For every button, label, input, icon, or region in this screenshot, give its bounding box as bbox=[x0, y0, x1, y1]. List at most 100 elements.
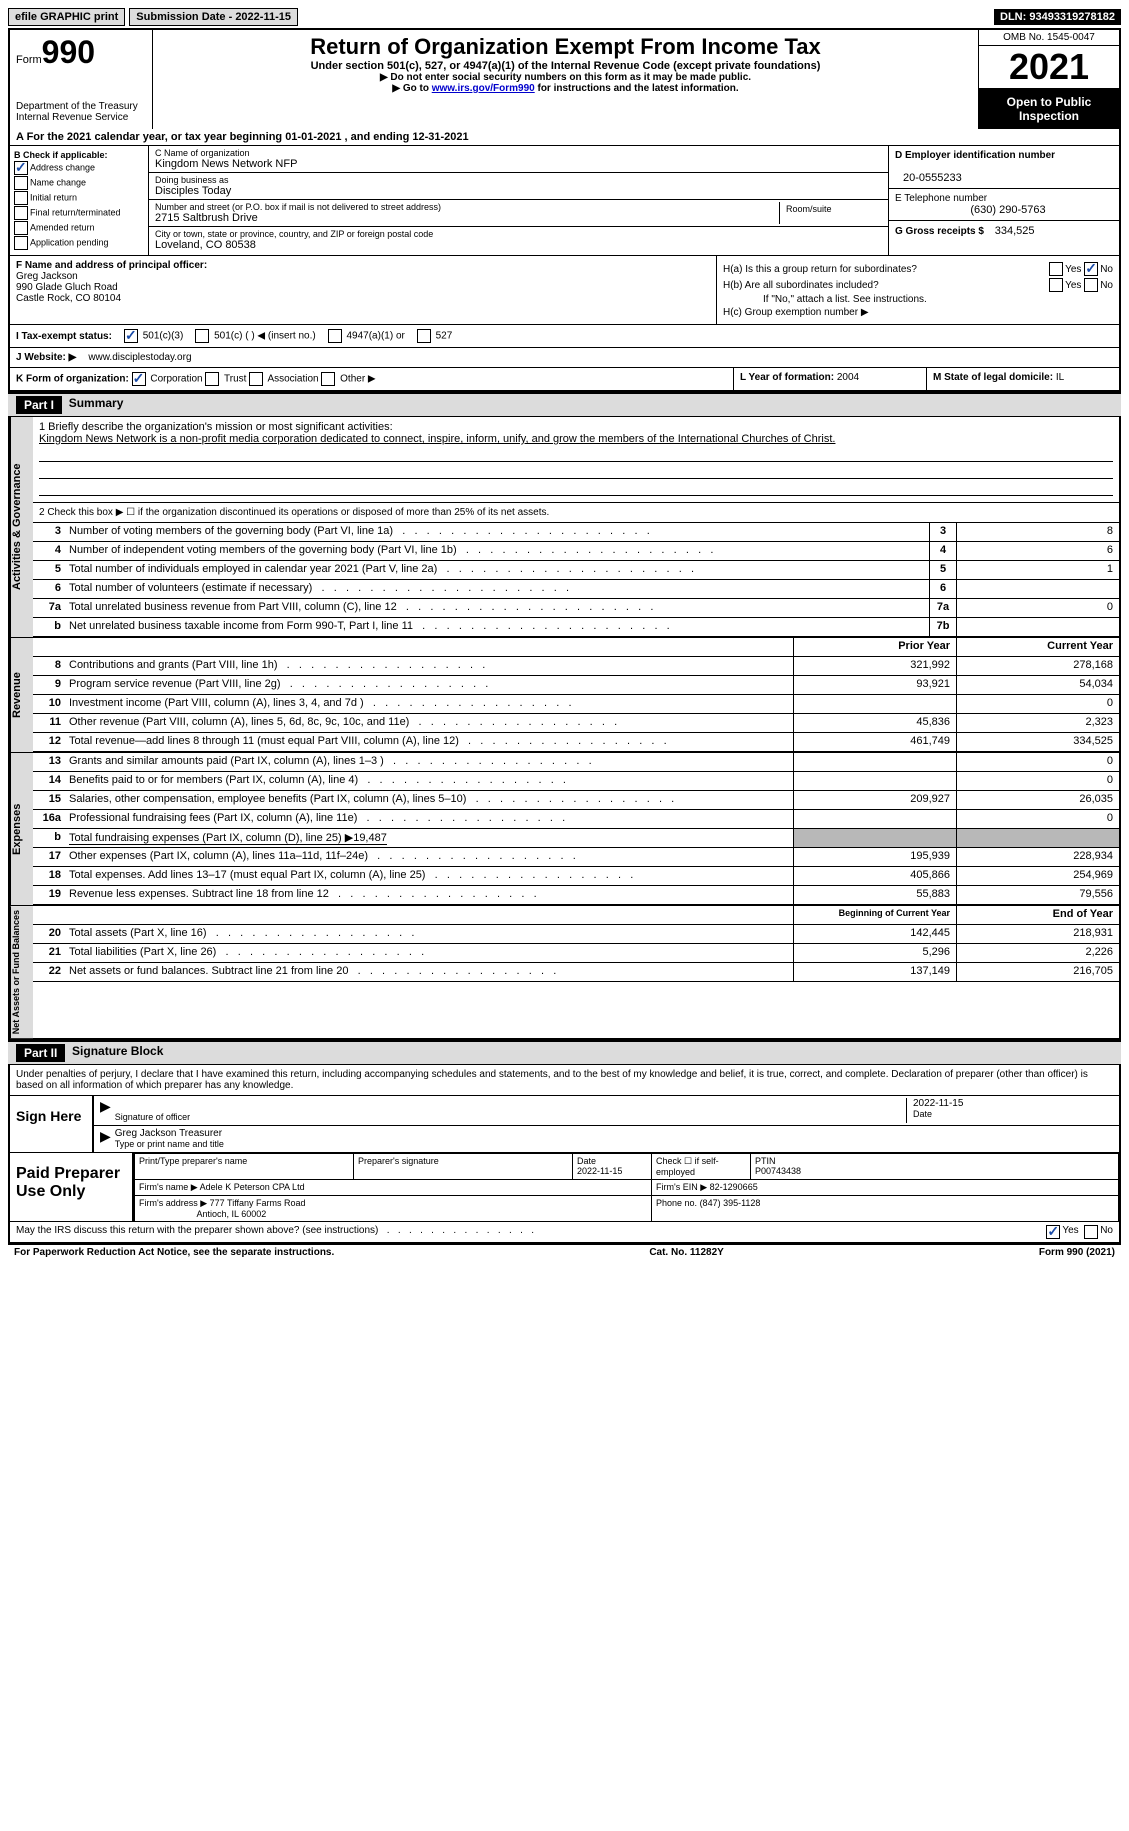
hb-note: If "No," attach a list. See instructions… bbox=[723, 294, 1113, 305]
box-b-header: B Check if applicable: bbox=[14, 150, 144, 160]
discuss-yes-chk[interactable] bbox=[1046, 1225, 1060, 1239]
part-1-badge: Part I bbox=[16, 396, 62, 414]
room-suite-label: Room/suite bbox=[780, 202, 882, 224]
side-label-rev: Revenue bbox=[10, 638, 33, 752]
chk-assoc[interactable] bbox=[249, 372, 263, 386]
dept-treasury: Department of the Treasury bbox=[16, 101, 146, 112]
col-prior-year: Prior Year bbox=[793, 638, 956, 656]
sig-date: 2022-11-15 bbox=[913, 1098, 1113, 1109]
hb-yes-chk[interactable] bbox=[1049, 278, 1063, 292]
year-box: OMB No. 1545-0047 2021 Open to Public In… bbox=[978, 30, 1119, 129]
chk-app-pending[interactable]: Application pending bbox=[14, 236, 144, 250]
section-revenue: Revenue Prior Year Current Year 8Contrib… bbox=[8, 638, 1121, 753]
col-end-year: End of Year bbox=[956, 906, 1119, 924]
sign-here-row: Sign Here ▶ Signature of officer 2022-11… bbox=[10, 1095, 1119, 1152]
side-label-gov: Activities & Governance bbox=[10, 417, 33, 637]
chk-527[interactable] bbox=[417, 329, 431, 343]
summary-line: 6Total number of volunteers (estimate if… bbox=[33, 580, 1119, 599]
city-value: Loveland, CO 80538 bbox=[155, 239, 256, 251]
summary-line: 12Total revenue—add lines 8 through 11 (… bbox=[33, 733, 1119, 752]
part-2-header: Part II Signature Block bbox=[8, 1040, 1121, 1065]
summary-line: 13Grants and similar amounts paid (Part … bbox=[33, 753, 1119, 772]
city-label: City or town, state or province, country… bbox=[155, 229, 433, 239]
discuss-no-chk[interactable] bbox=[1084, 1225, 1098, 1239]
ha-yes-chk[interactable] bbox=[1049, 262, 1063, 276]
section-activities-governance: Activities & Governance 1 Briefly descri… bbox=[8, 417, 1121, 638]
summary-line: 16aProfessional fundraising fees (Part I… bbox=[33, 810, 1119, 829]
box-j-website: J Website: ▶ www.disciplestoday.org bbox=[8, 348, 1121, 368]
chk-initial-return[interactable]: Initial return bbox=[14, 191, 144, 205]
summary-line: 20Total assets (Part X, line 16) . . . .… bbox=[33, 925, 1119, 944]
section-b-c-d: B Check if applicable: Address change Na… bbox=[8, 146, 1121, 256]
open-to-public: Open to Public Inspection bbox=[979, 89, 1119, 129]
summary-line: 17Other expenses (Part IX, column (A), l… bbox=[33, 848, 1119, 867]
chk-4947[interactable] bbox=[328, 329, 342, 343]
chk-address-change[interactable]: Address change bbox=[14, 161, 144, 175]
ptin-value: P00743438 bbox=[755, 1166, 801, 1176]
form-label: Form bbox=[16, 54, 42, 66]
mission-block: 1 Briefly describe the organization's mi… bbox=[33, 417, 1119, 503]
discuss-label: May the IRS discuss this return with the… bbox=[16, 1225, 1046, 1239]
col-current-year: Current Year bbox=[956, 638, 1119, 656]
box-i-tax-status: I Tax-exempt status: 501(c)(3) 501(c) ( … bbox=[8, 325, 1121, 348]
officer-printed: Greg Jackson Treasurer bbox=[115, 1128, 1113, 1139]
chk-501c[interactable] bbox=[195, 329, 209, 343]
dba-value: Disciples Today bbox=[155, 185, 231, 197]
box-b: B Check if applicable: Address change Na… bbox=[10, 146, 149, 255]
summary-line: 3Number of voting members of the governi… bbox=[33, 523, 1119, 542]
mission-label: 1 Briefly describe the organization's mi… bbox=[39, 421, 1113, 433]
part-2-badge: Part II bbox=[16, 1044, 65, 1062]
efile-print-button[interactable]: efile GRAPHIC print bbox=[8, 8, 125, 26]
summary-line: 22Net assets or fund balances. Subtract … bbox=[33, 963, 1119, 982]
chk-name-change[interactable]: Name change bbox=[14, 176, 144, 190]
summary-line: bTotal fundraising expenses (Part IX, co… bbox=[33, 829, 1119, 848]
mission-text: Kingdom News Network is a non-profit med… bbox=[39, 433, 1113, 445]
form-title: Return of Organization Exempt From Incom… bbox=[161, 34, 970, 60]
irs-link[interactable]: www.irs.gov/Form990 bbox=[432, 83, 535, 94]
side-label-exp: Expenses bbox=[10, 753, 33, 905]
form-number: 990 bbox=[42, 34, 95, 70]
chk-other[interactable] bbox=[321, 372, 335, 386]
ha-no-chk[interactable] bbox=[1084, 262, 1098, 276]
website-label: J Website: ▶ bbox=[16, 352, 76, 363]
discuss-row: May the IRS discuss this return with the… bbox=[10, 1221, 1119, 1242]
sig-officer-line: ▶ Signature of officer 2022-11-15 Date bbox=[94, 1096, 1119, 1126]
footer-cat: Cat. No. 11282Y bbox=[334, 1247, 1039, 1258]
firm-addr1: 777 Tiffany Farms Road bbox=[210, 1198, 306, 1208]
line-2: 2 Check this box ▶ ☐ if the organization… bbox=[33, 503, 1119, 523]
hb-no-chk[interactable] bbox=[1084, 278, 1098, 292]
paid-preparer-row: Paid Preparer Use Only Print/Type prepar… bbox=[10, 1152, 1119, 1221]
line-a-tax-year: A For the 2021 calendar year, or tax yea… bbox=[8, 129, 1121, 146]
website-value: www.disciplestoday.org bbox=[88, 352, 191, 363]
footer-right: Form 990 (2021) bbox=[1039, 1247, 1115, 1258]
officer-label: F Name and address of principal officer: bbox=[16, 260, 207, 271]
row-k-l-m: K Form of organization: Corporation Trus… bbox=[8, 368, 1121, 392]
phone-label: E Telephone number bbox=[895, 193, 987, 204]
summary-line: 8Contributions and grants (Part VIII, li… bbox=[33, 657, 1119, 676]
irs-label: Internal Revenue Service bbox=[16, 112, 146, 123]
ha-label: H(a) Is this a group return for subordin… bbox=[723, 264, 1049, 275]
hc-label: H(c) Group exemption number ▶ bbox=[723, 307, 1113, 318]
part-1-title: Summary bbox=[69, 396, 124, 414]
box-h: H(a) Is this a group return for subordin… bbox=[717, 256, 1119, 324]
chk-amended[interactable]: Amended return bbox=[14, 221, 144, 235]
phone-value: (630) 290-5763 bbox=[962, 204, 1045, 216]
chk-corp[interactable] bbox=[132, 372, 146, 386]
officer-addr1: 990 Glade Gluch Road bbox=[16, 282, 118, 293]
summary-line: 4Number of independent voting members of… bbox=[33, 542, 1119, 561]
form-note-2: ▶ Go to www.irs.gov/Form990 for instruct… bbox=[161, 83, 970, 94]
org-name: Kingdom News Network NFP bbox=[155, 158, 297, 170]
section-net-assets: Net Assets or Fund Balances Beginning of… bbox=[8, 906, 1121, 1040]
org-name-label: C Name of organization bbox=[155, 148, 250, 158]
ein-value: 20-0555233 bbox=[895, 172, 962, 184]
addr-label: Number and street (or P.O. box if mail i… bbox=[155, 202, 441, 212]
form-subtitle: Under section 501(c), 527, or 4947(a)(1)… bbox=[161, 60, 970, 72]
chk-trust[interactable] bbox=[205, 372, 219, 386]
summary-line: 15Salaries, other compensation, employee… bbox=[33, 791, 1119, 810]
chk-501c3[interactable] bbox=[124, 329, 138, 343]
col-begin-year: Beginning of Current Year bbox=[793, 906, 956, 924]
summary-line: 21Total liabilities (Part X, line 26) . … bbox=[33, 944, 1119, 963]
summary-line: 7aTotal unrelated business revenue from … bbox=[33, 599, 1119, 618]
summary-line: 9Program service revenue (Part VIII, lin… bbox=[33, 676, 1119, 695]
chk-final-return[interactable]: Final return/terminated bbox=[14, 206, 144, 220]
